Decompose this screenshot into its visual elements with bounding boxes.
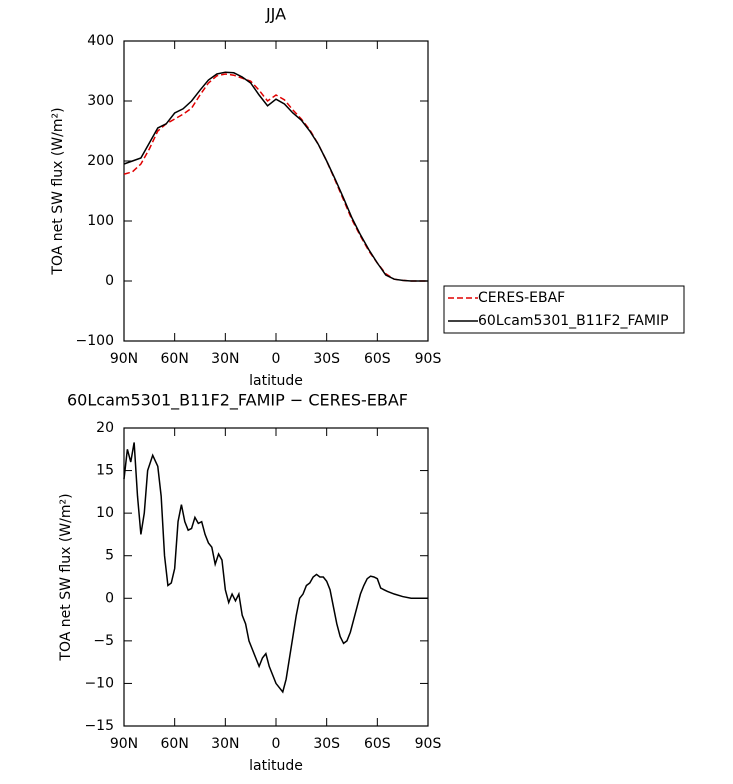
chart-title: JJA (265, 5, 286, 24)
x-tick-label: 90N (110, 351, 138, 367)
series-line (123, 73, 428, 282)
y-tick-label: 300 (87, 93, 114, 109)
x-axis-label: latitude (249, 373, 303, 389)
y-tick-label: −100 (76, 333, 114, 349)
chart-title: 60Lcam5301_B11F2_FAMIP − CERES-EBAF (67, 391, 408, 411)
series-line (123, 442, 428, 694)
y-tick-label: 10 (96, 505, 114, 521)
y-tick-label: 0 (105, 273, 114, 289)
x-tick-label: 60S (364, 736, 391, 752)
y-tick-label: −5 (93, 633, 114, 649)
legend-label: CERES-EBAF (478, 290, 565, 306)
x-tick-label: 30S (313, 351, 340, 367)
legend-box (443, 285, 685, 334)
y-axis-label: TOA net SW flux (W/m²) (50, 107, 66, 275)
x-tick-label: 0 (272, 351, 281, 367)
plot-frame (123, 40, 429, 342)
y-tick-label: 0 (105, 590, 114, 606)
x-tick-label: 30N (211, 351, 239, 367)
series-line (123, 71, 428, 282)
x-tick-label: 60S (364, 351, 391, 367)
x-tick-label: 90S (415, 736, 442, 752)
y-tick-label: 100 (87, 213, 114, 229)
y-tick-label: 15 (96, 463, 114, 479)
y-tick-label: 20 (96, 420, 114, 436)
y-tick-label: 5 (105, 548, 114, 564)
plot-frame (123, 427, 429, 727)
x-tick-label: 30S (313, 736, 340, 752)
y-tick-label: 400 (87, 33, 114, 49)
x-tick-label: 0 (272, 736, 281, 752)
x-tick-label: 30N (211, 736, 239, 752)
legend-label: 60Lcam5301_B11F2_FAMIP (478, 313, 669, 329)
y-tick-label: −10 (84, 675, 114, 691)
x-tick-label: 60N (161, 351, 189, 367)
y-tick-label: 200 (87, 153, 114, 169)
y-axis-label: TOA net SW flux (W/m²) (58, 493, 74, 661)
x-tick-label: 90S (415, 351, 442, 367)
x-axis-label: latitude (249, 758, 303, 774)
x-tick-label: 60N (161, 736, 189, 752)
x-tick-label: 90N (110, 736, 138, 752)
y-tick-label: −15 (84, 718, 114, 734)
